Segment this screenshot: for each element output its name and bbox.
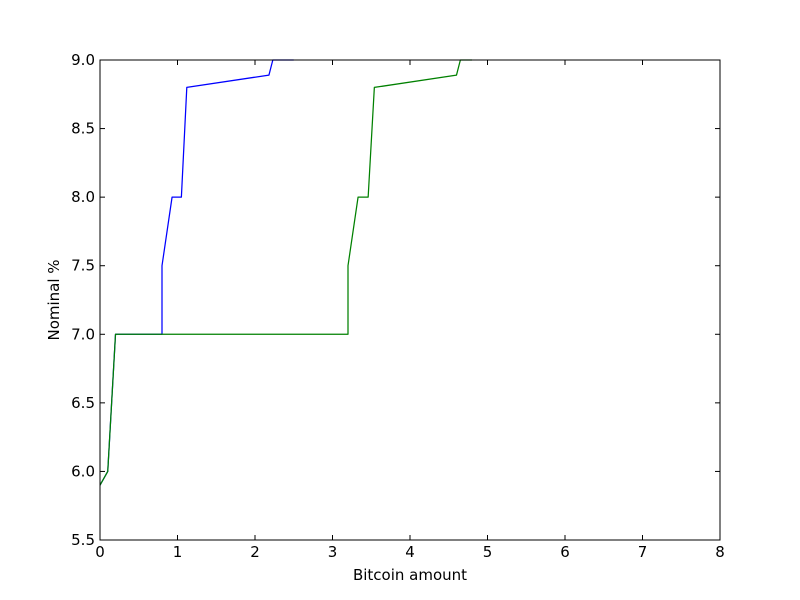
tick-labels-layer: 0 1 2 3 4 5 6 7 8 5.5 6.0 6.5 7.0 7.5 8.0 8.5 9.0: [71, 51, 725, 561]
ticks-layer: [100, 60, 720, 540]
y-axis-title: Nominal %: [45, 259, 63, 340]
plot-frame: [100, 60, 720, 540]
x-tick-label-5: 5: [483, 543, 493, 561]
series-layer: [100, 60, 472, 485]
y-tick-label-2: 6.5: [71, 394, 95, 412]
x-axis-title: Bitcoin amount: [353, 566, 467, 584]
x-tick-label-3: 3: [328, 543, 338, 561]
x-tick-label-0: 0: [95, 543, 105, 561]
y-tick-label-6: 8.5: [71, 120, 95, 138]
y-tick-label-4: 7.5: [71, 257, 95, 275]
y-tick-label-5: 8.0: [71, 188, 95, 206]
series-blue-line: [100, 60, 294, 485]
y-tick-label-7: 9.0: [71, 51, 95, 69]
x-tick-label-8: 8: [715, 543, 725, 561]
x-tick-label-6: 6: [560, 543, 570, 561]
series-green-line: [100, 60, 472, 485]
y-tick-label-3: 7.0: [71, 325, 95, 343]
x-tick-label-2: 2: [250, 543, 260, 561]
y-tick-label-0: 5.5: [71, 531, 95, 549]
x-tick-label-1: 1: [173, 543, 183, 561]
x-tick-label-4: 4: [405, 543, 415, 561]
y-tick-label-1: 6.0: [71, 462, 95, 480]
x-tick-label-7: 7: [638, 543, 648, 561]
